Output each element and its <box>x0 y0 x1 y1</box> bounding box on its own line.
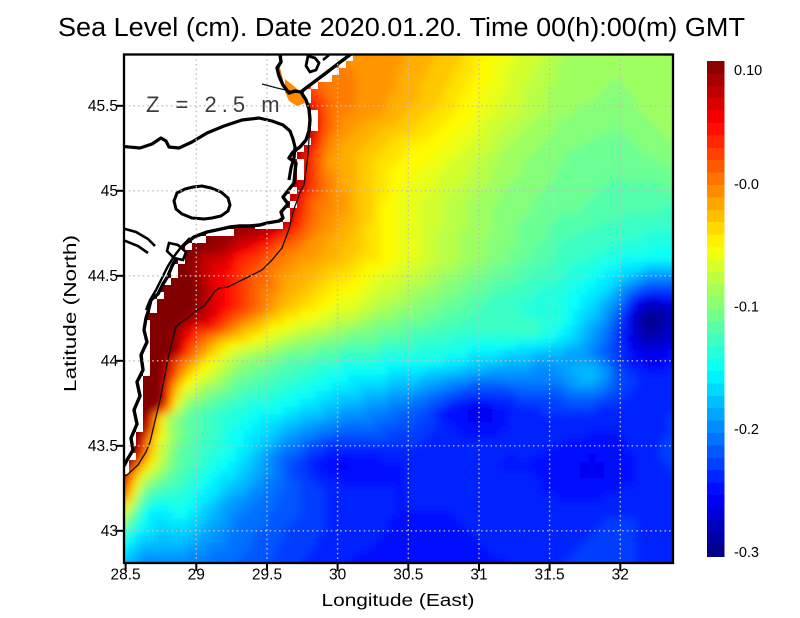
svg-text:-0.3: -0.3 <box>734 545 759 561</box>
svg-text:29.5: 29.5 <box>252 567 282 584</box>
svg-text:0.10: 0.10 <box>734 63 762 79</box>
svg-text:45: 45 <box>101 183 118 200</box>
svg-text:31: 31 <box>470 567 487 584</box>
svg-text:Longitude (East): Longitude (East) <box>322 590 475 610</box>
svg-text:44: 44 <box>101 353 119 370</box>
svg-text:-0.1: -0.1 <box>734 300 759 316</box>
svg-text:-0.2: -0.2 <box>734 422 759 438</box>
svg-text:43.5: 43.5 <box>88 438 118 455</box>
svg-text:Sea Level (cm). Date 2020.01.2: Sea Level (cm). Date 2020.01.20. Time 00… <box>58 14 745 42</box>
svg-text:Z = 2.5 m: Z = 2.5 m <box>146 92 285 117</box>
svg-text:45.5: 45.5 <box>88 98 118 115</box>
svg-text:-0.0: -0.0 <box>734 177 759 193</box>
svg-text:44.5: 44.5 <box>88 268 118 285</box>
svg-text:30: 30 <box>329 567 347 584</box>
svg-text:28.5: 28.5 <box>111 567 141 584</box>
svg-text:31.5: 31.5 <box>535 567 565 584</box>
svg-text:30.5: 30.5 <box>393 567 423 584</box>
svg-text:43: 43 <box>101 523 118 540</box>
svg-text:Latitude (North): Latitude (North) <box>60 235 80 392</box>
svg-text:32: 32 <box>612 567 629 584</box>
svg-text:29: 29 <box>188 567 205 584</box>
